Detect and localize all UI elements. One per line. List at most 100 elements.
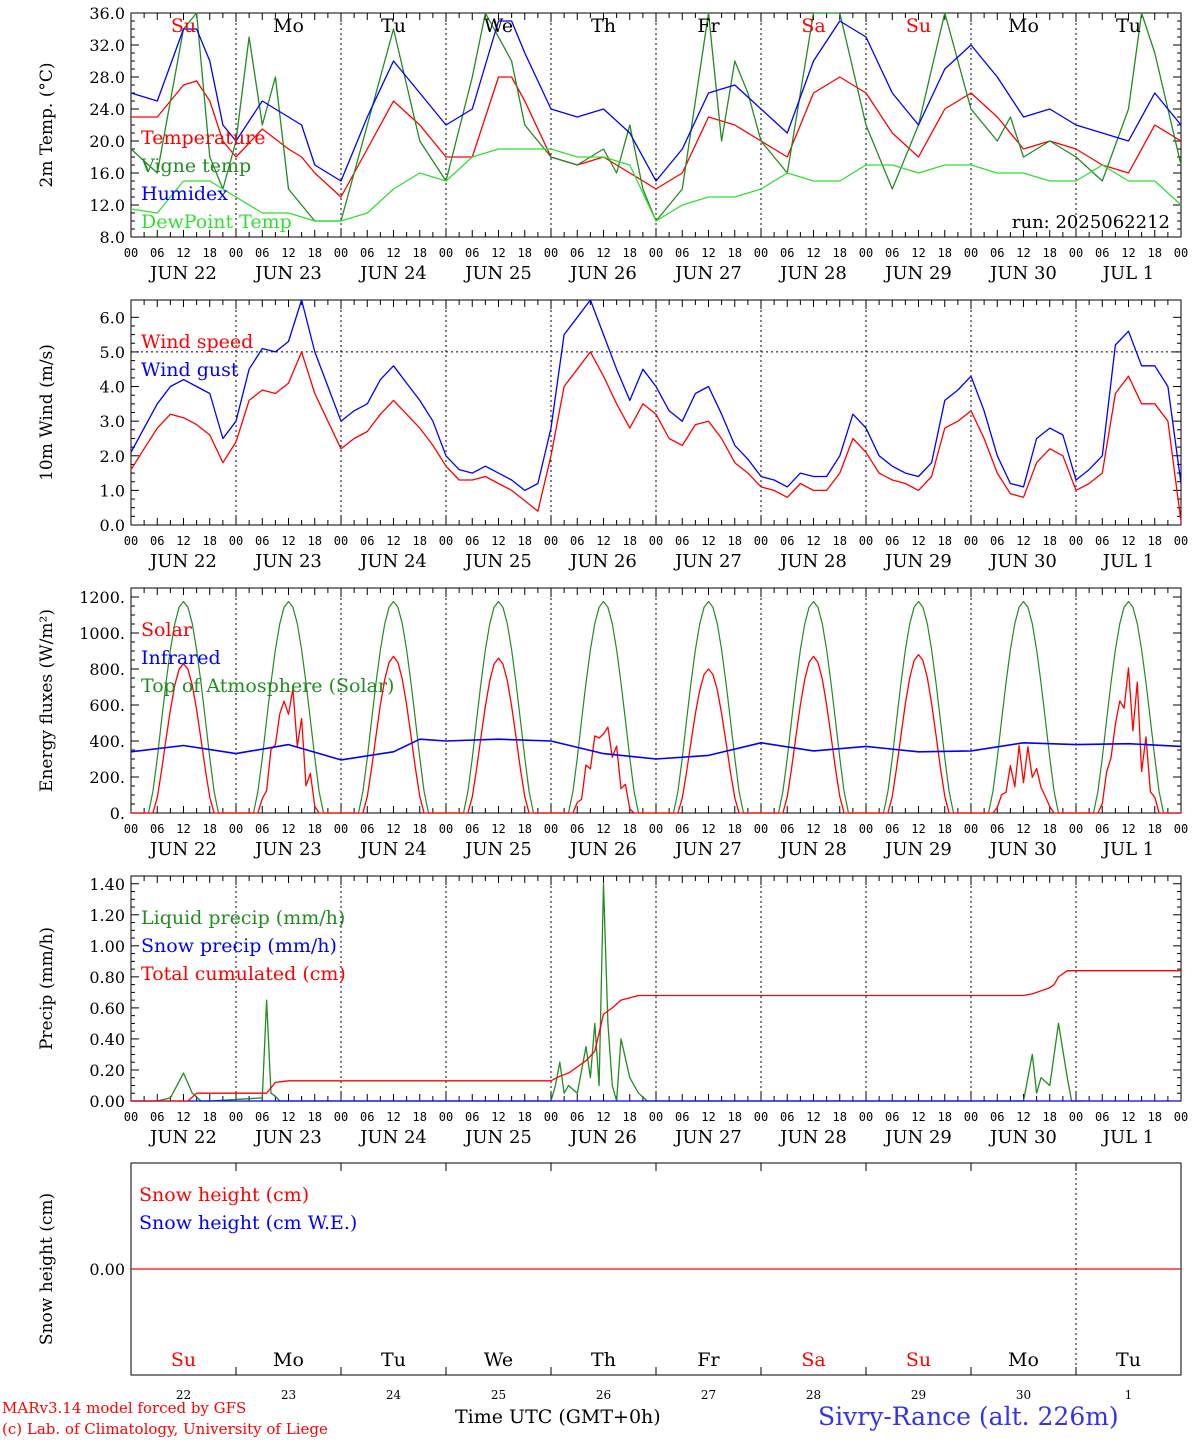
hour-label: 18 — [1043, 246, 1057, 260]
day-name-4: Mo — [1008, 1349, 1039, 1371]
y-tick-label: 0. — [110, 804, 125, 823]
hour-label: 00 — [754, 246, 768, 260]
hour-label: 18 — [203, 534, 217, 548]
hour-label: 18 — [308, 246, 322, 260]
y-tick-label: 1200. — [79, 588, 125, 607]
date-label: JUN 23 — [253, 551, 322, 572]
run-label: run: 2025062212 — [1012, 212, 1170, 233]
date-label: JUN 26 — [568, 1127, 637, 1148]
hour-label: 18 — [413, 246, 427, 260]
hour-label: 12 — [911, 1110, 925, 1124]
date-label: JUN 27 — [673, 263, 742, 284]
hour-label: 12 — [491, 534, 505, 548]
hour-label: 00 — [1069, 534, 1083, 548]
hour-label: 12 — [596, 822, 610, 836]
hour-label: 12 — [491, 822, 505, 836]
hour-label: 00 — [439, 822, 453, 836]
hour-label: 06 — [255, 1110, 269, 1124]
series-line-dewpoint-temp — [130, 148, 1182, 222]
date-label: JUL 1 — [1101, 551, 1155, 572]
hour-label: 18 — [728, 246, 742, 260]
y-tick-label: 1.40 — [89, 875, 125, 894]
day-name-4: Th — [591, 1349, 616, 1371]
hour-label: 00 — [1069, 822, 1083, 836]
hour-label: 18 — [728, 822, 742, 836]
hour-label: 06 — [675, 246, 689, 260]
date-label: JUN 26 — [568, 551, 637, 572]
date-label: JUN 28 — [778, 1127, 847, 1148]
hour-label: 12 — [806, 822, 820, 836]
date-label: JUN 22 — [148, 263, 217, 284]
date-number: 30 — [1016, 1388, 1031, 1402]
hour-label: 00 — [124, 246, 138, 260]
hour-label: 06 — [570, 534, 584, 548]
hour-label: 00 — [1174, 246, 1188, 260]
hour-label: 12 — [806, 534, 820, 548]
legend-infrared: Infrared — [141, 647, 221, 669]
date-label: JUN 29 — [883, 1127, 952, 1148]
date-label: JUN 30 — [988, 263, 1057, 284]
hour-label: 06 — [255, 534, 269, 548]
date-label: JUL 1 — [1101, 1127, 1155, 1148]
hour-label: 00 — [859, 1110, 873, 1124]
hour-label: 12 — [701, 1110, 715, 1124]
hour-label: 00 — [229, 534, 243, 548]
hour-label: 18 — [728, 1110, 742, 1124]
date-label: JUN 25 — [463, 263, 532, 284]
hour-label: 18 — [623, 246, 637, 260]
series-line-solar — [131, 653, 1181, 814]
y-tick-label: 1000. — [79, 624, 125, 643]
hour-label: 00 — [124, 822, 138, 836]
hour-label: 06 — [465, 246, 479, 260]
hour-label: 18 — [518, 534, 532, 548]
y-tick-label: 200. — [89, 768, 125, 787]
legend-snow-height-cm-: Snow height (cm) — [139, 1184, 309, 1206]
hour-label: 18 — [938, 246, 952, 260]
hour-label: 00 — [649, 534, 663, 548]
hour-label: 12 — [1121, 822, 1135, 836]
date-label: JUN 25 — [463, 839, 532, 860]
y-tick-label: 6.0 — [100, 308, 125, 327]
y-tick-label: 0.40 — [89, 1030, 125, 1049]
y-tick-label: 36.0 — [89, 4, 125, 23]
hour-label: 06 — [360, 1110, 374, 1124]
hour-label: 00 — [1069, 1110, 1083, 1124]
hour-label: 06 — [255, 822, 269, 836]
hour-label: 06 — [780, 1110, 794, 1124]
legend-dewpoint-temp: DewPoint Temp — [141, 211, 292, 233]
hour-label: 06 — [885, 534, 899, 548]
date-number: 23 — [281, 1388, 296, 1402]
hour-label: 12 — [281, 1110, 295, 1124]
hour-label: 18 — [833, 534, 847, 548]
hour-label: 18 — [308, 822, 322, 836]
date-label: JUN 24 — [358, 839, 427, 860]
legend-top-of-atmosphere-solar-: Top of Atmosphere (Solar) — [141, 675, 394, 697]
hour-label: 06 — [1095, 534, 1109, 548]
hour-label: 00 — [439, 534, 453, 548]
hour-label: 12 — [911, 822, 925, 836]
y-axis-title-4: Snow height (cm) — [37, 1193, 57, 1345]
hour-label: 18 — [1043, 534, 1057, 548]
y-tick-label: 0.20 — [89, 1061, 125, 1080]
y-tick-label: 24.0 — [89, 100, 125, 119]
hour-label: 18 — [413, 534, 427, 548]
y-axis-title-3: Precip (mm/h) — [37, 927, 57, 1050]
hour-label: 12 — [701, 534, 715, 548]
hour-label: 06 — [1095, 822, 1109, 836]
hour-label: 00 — [859, 822, 873, 836]
series-line-total-cumulated-cm- — [131, 970, 1181, 1102]
hour-label: 12 — [281, 246, 295, 260]
series-line-vigne-temp — [130, 12, 1182, 222]
day-name-0: Mo — [1008, 15, 1039, 37]
hour-label: 18 — [1148, 534, 1162, 548]
hour-label: 00 — [649, 1110, 663, 1124]
y-tick-label: 0.00 — [89, 1260, 125, 1279]
hour-label: 06 — [360, 534, 374, 548]
y-tick-label: 400. — [89, 732, 125, 751]
hour-label: 00 — [1174, 1110, 1188, 1124]
y-tick-label: 32.0 — [89, 36, 125, 55]
hour-label: 00 — [1174, 534, 1188, 548]
legend-snow-precip-mm-h-: Snow precip (mm/h) — [141, 935, 337, 957]
date-number: 24 — [386, 1388, 402, 1402]
hour-label: 12 — [1121, 246, 1135, 260]
